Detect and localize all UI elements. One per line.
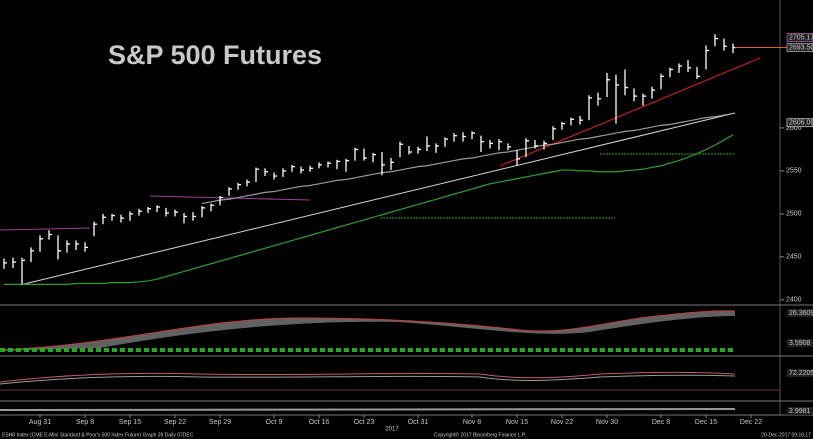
x-tick-label: Nov 22: [551, 419, 573, 426]
indicator-line: [0, 310, 736, 351]
indicator-line: [0, 408, 736, 411]
level-line: [0, 227, 91, 231]
x-tick-label: Sep 22: [164, 419, 186, 426]
ma-line: [4, 134, 734, 285]
x-tick-label: Aug 31: [29, 419, 51, 426]
panel-label-box: [787, 407, 813, 415]
panel-label-box: [787, 339, 813, 347]
x-tick-label: Dec 8: [652, 419, 670, 426]
x-tick-label: Sep 8: [76, 419, 94, 426]
panel-label: 3.5908: [789, 340, 811, 347]
footer-center: Copyright© 2017 Bloomberg Finance L.P.: [434, 431, 526, 438]
indicator-area: [0, 310, 735, 351]
trendline: [499, 57, 761, 167]
x-tick-label: Oct 9: [266, 419, 283, 426]
footer-right: 20-Dec-2017 09:16:17: [761, 432, 811, 438]
y-tick-label: 2400: [786, 297, 802, 304]
panel-label: 26.3609: [789, 310, 813, 317]
y-tick-label: 2600: [786, 125, 802, 132]
x-tick-label: Dec 22: [740, 419, 762, 426]
x-tick-label: Dec 15: [695, 419, 717, 426]
price-label-box: [786, 33, 813, 42]
x-tick-label: Oct 23: [354, 419, 375, 426]
x-tick-label: Sep 15: [119, 419, 141, 426]
price-label-box: [786, 118, 813, 128]
x-tick-label: Oct 31: [408, 419, 429, 426]
price-label: 2693.50: [789, 44, 813, 51]
panel-label-box: [787, 369, 813, 377]
panel-label-box: [787, 309, 813, 317]
x-tick-label: Nov 8: [463, 419, 481, 426]
x-axis-year: 2017: [385, 427, 399, 433]
x-tick-label: Nov 30: [596, 419, 618, 426]
price-label: 2705.17: [789, 34, 813, 41]
indicator-line: [0, 374, 736, 385]
x-tick-label: Nov 15: [506, 419, 528, 426]
footer-left: ESH8 Index (CME E-Mini Standard & Poor's…: [2, 432, 194, 438]
panel-label: 72.2205: [789, 370, 813, 377]
ma-line: [201, 112, 734, 205]
trendline: [19, 112, 736, 286]
chart-title: S&P 500 Futures: [108, 40, 322, 70]
x-tick-label: Sep 29: [209, 419, 231, 426]
y-tick-label: 2550: [786, 168, 802, 175]
indicator-line: [0, 372, 736, 383]
level-line: [149, 195, 311, 201]
price-label: 2606.00: [789, 120, 813, 127]
y-tick-label: 2450: [786, 254, 802, 261]
x-tick-label: Oct 16: [309, 419, 330, 426]
panel-label: 2.9981: [789, 408, 811, 415]
y-tick-label: 2500: [786, 211, 802, 218]
